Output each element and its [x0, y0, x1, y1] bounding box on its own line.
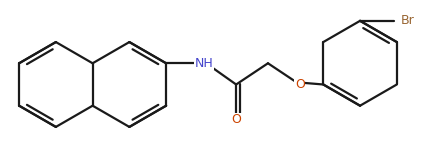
Text: O: O	[295, 78, 305, 91]
Text: O: O	[231, 113, 241, 126]
Text: H: H	[200, 57, 209, 70]
Text: NH: NH	[195, 57, 214, 70]
Text: Br: Br	[400, 14, 414, 27]
